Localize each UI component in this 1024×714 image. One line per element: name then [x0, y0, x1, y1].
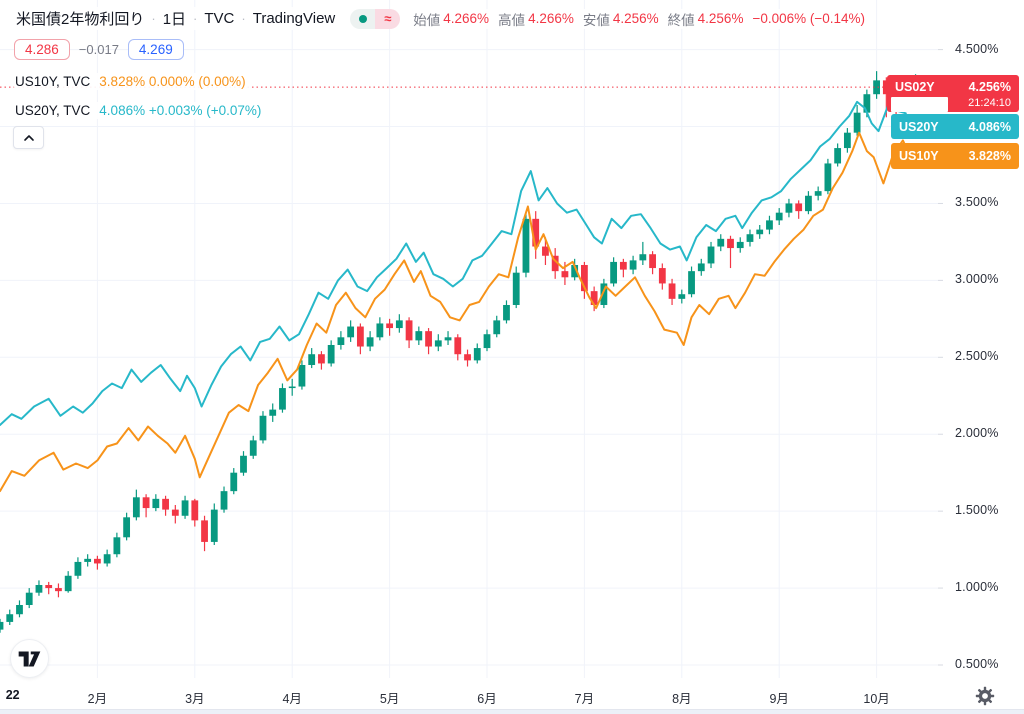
chevron-up-icon: [23, 134, 34, 141]
spread-value: −0.017: [78, 42, 119, 57]
price-tag-us20y: US20Y 4.086%: [891, 114, 1019, 139]
price-axis-label: 1.500%: [955, 503, 999, 518]
price-axis-label: 3.000%: [955, 272, 999, 287]
market-open-segment: [350, 8, 376, 29]
legend-symbol: US10Y, TVC: [15, 74, 91, 89]
price-tag-symbol: US20Y: [899, 119, 939, 134]
legend-values: 4.086% +0.003% (+0.07%): [99, 103, 262, 118]
legend-values: 3.828% 0.000% (0.00%): [99, 74, 246, 89]
title-separator: ·: [241, 11, 246, 26]
chart-legend-header: 米国債2年物利回り · 1日 · TVC · TradingView ≈ 始値 …: [14, 7, 866, 30]
low-value: 4.256%: [612, 11, 659, 26]
time-axis-label: 9月: [769, 692, 789, 706]
price-axis-label: 3.500%: [955, 195, 999, 210]
title-separator: ·: [151, 11, 156, 26]
legend-symbol: US20Y, TVC: [15, 103, 91, 118]
low-label: 安値: [582, 12, 610, 28]
change-value: −0.006% (−0.14%): [752, 11, 866, 26]
market-open-dot-icon: [358, 14, 367, 23]
time-axis-label: 5月: [379, 692, 400, 706]
close-value: 4.256%: [697, 11, 744, 26]
time-axis-label: 6月: [477, 692, 497, 706]
gear-icon: [975, 686, 995, 706]
time-axis-label: 2月: [87, 692, 108, 706]
tradingview-logo-icon: [18, 651, 41, 666]
price-scale[interactable]: 4.500%4.000%3.500%3.000%2.500%2.000%1.50…: [938, 0, 1024, 678]
exchange-label: TVC: [204, 10, 235, 27]
settings-button[interactable]: [974, 685, 996, 707]
legend-row-us20y[interactable]: US20Y, TVC 4.086% +0.003% (+0.07%): [14, 102, 267, 119]
open-value: 4.266%: [443, 11, 490, 26]
time-scale[interactable]: 22 2月 3月 4月 5月 6月 7月 8月 9月 10月: [0, 680, 1024, 710]
title-separator: ·: [193, 11, 198, 26]
bid-ask-row: 4.286 −0.017 4.269: [14, 39, 184, 60]
bar-countdown: 21:24:10: [968, 97, 1011, 109]
price-tag-us02y: US02Y 4.256% 21:24:10: [887, 75, 1019, 112]
time-axis-label: 3月: [185, 692, 205, 706]
price-axis-label: 1.000%: [955, 580, 999, 595]
price-tag-symbol: US10Y: [899, 148, 939, 163]
interval-label: 1日: [162, 11, 187, 28]
horizontal-scrollbar: [0, 709, 1024, 714]
brand-label: TradingView: [252, 10, 336, 27]
ohlc-values: 始値 4.266% 高値 4.266% 安値 4.256% 終値 4.256% …: [413, 8, 866, 29]
time-axis-label: 10月: [863, 692, 890, 706]
time-axis-label: 4月: [282, 692, 302, 706]
time-axis-label: 7月: [574, 692, 595, 706]
collapse-legend-button[interactable]: [13, 126, 44, 149]
price-tag-value: 4.256%: [968, 80, 1011, 94]
high-label: 高値: [498, 12, 526, 28]
tradingview-logo-link[interactable]: [10, 639, 49, 678]
time-axis-label: 8月: [672, 692, 692, 706]
legend-row-us10y[interactable]: US10Y, TVC 3.828% 0.000% (0.00%): [14, 73, 251, 90]
price-tag-value: 3.828%: [968, 148, 1011, 163]
bid-button[interactable]: 4.286: [14, 39, 70, 60]
price-tag-symbol: US02Y: [895, 80, 935, 94]
price-tag-value: 4.086%: [968, 119, 1011, 134]
time-axis-label: 22: [5, 688, 20, 702]
price-axis-label: 4.500%: [955, 41, 999, 56]
ask-button[interactable]: 4.269: [127, 39, 184, 60]
delayed-data-icon: ≈: [375, 8, 401, 29]
market-status-badge[interactable]: ≈: [350, 8, 401, 29]
open-label: 始値: [413, 12, 441, 28]
price-axis-label: 2.000%: [955, 426, 999, 441]
high-value: 4.266%: [528, 11, 574, 26]
price-tag-us10y: US10Y 3.828%: [891, 143, 1019, 169]
close-label: 終値: [667, 12, 695, 28]
symbol-name: 米国債2年物利回り: [16, 11, 145, 28]
symbol-title[interactable]: 米国債2年物利回り · 1日 · TVC · TradingView: [14, 7, 338, 30]
price-axis-label: 0.500%: [955, 657, 999, 671]
countdown-spacer: [891, 97, 948, 112]
price-axis-label: 2.500%: [955, 349, 999, 364]
